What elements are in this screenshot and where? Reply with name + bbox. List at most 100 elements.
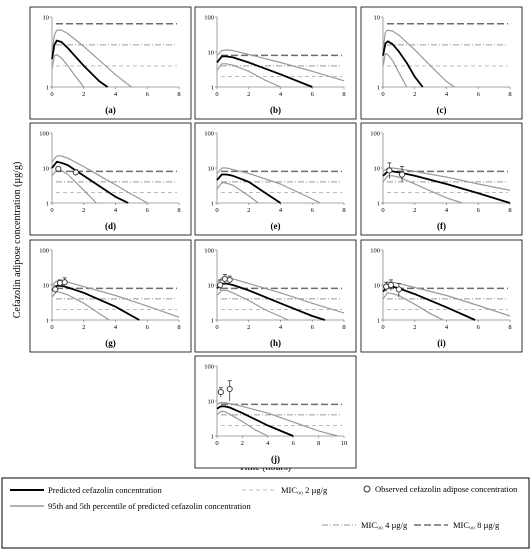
x-tick-label-j-6: 6 bbox=[292, 440, 296, 447]
chart-panel-b: 0 2 4 6 8 1 10 100 (b) bbox=[194, 6, 357, 120]
x-tick-label-c-4: 4 bbox=[445, 91, 449, 98]
y-tick-label-f-10: 10 bbox=[374, 165, 381, 172]
y-tick-label-d-1: 1 bbox=[46, 200, 49, 207]
chart-panel-a: 0 2 4 6 8 1 10 (a) bbox=[29, 6, 192, 120]
series-lower-f bbox=[382, 175, 463, 204]
x-tick-label-f-6: 6 bbox=[477, 207, 481, 214]
x-tick-label-b-2: 2 bbox=[247, 91, 250, 98]
series-median-e bbox=[216, 173, 281, 204]
series-upper-d bbox=[51, 155, 148, 204]
panel-frame-d bbox=[29, 122, 192, 236]
y-tick-label-j-10: 10 bbox=[208, 398, 215, 405]
x-tick-label-e-4: 4 bbox=[279, 207, 283, 214]
y-tick-label-i-10: 10 bbox=[374, 282, 381, 289]
chart-panel-f: 0 2 4 6 8 1 10 100 (f) bbox=[360, 122, 523, 236]
figure-ylabel: Cefazolin adipose concentration (µg/g) bbox=[12, 162, 23, 319]
x-tick-label-h-6: 6 bbox=[311, 324, 315, 331]
series-lower-c bbox=[382, 52, 408, 88]
chart-panel-h: 0 2 4 6 8 1 10 100 (h) bbox=[194, 239, 357, 353]
series-lower-b bbox=[216, 63, 281, 88]
y-tick-label-e-100: 100 bbox=[204, 130, 214, 137]
y-tick-label-b-1: 1 bbox=[211, 84, 214, 91]
x-tick-label-a-4: 4 bbox=[114, 91, 118, 98]
y-tick-label-g-10: 10 bbox=[43, 282, 50, 289]
x-tick-label-j-0: 0 bbox=[215, 440, 218, 447]
y-tick-label-e-1: 1 bbox=[211, 200, 214, 207]
y-tick-label-a-1: 1 bbox=[46, 84, 49, 91]
y-tick-label-f-1: 1 bbox=[377, 200, 380, 207]
chart-panel-e: 0 2 4 6 8 1 10 100 (e) bbox=[194, 122, 357, 236]
y-tick-label-h-10: 10 bbox=[208, 282, 215, 289]
x-tick-label-e-2: 2 bbox=[247, 207, 250, 214]
x-tick-label-c-8: 8 bbox=[508, 91, 511, 98]
series-upper-a bbox=[51, 29, 132, 88]
y-tick-label-g-1: 1 bbox=[46, 317, 49, 324]
y-tick-label-h-1: 1 bbox=[211, 317, 214, 324]
x-tick-label-b-6: 6 bbox=[311, 91, 315, 98]
x-tick-label-h-0: 0 bbox=[215, 324, 218, 331]
panel-label-g: (g) bbox=[105, 338, 116, 348]
y-tick-label-j-100: 100 bbox=[204, 363, 214, 370]
series-median-j bbox=[216, 405, 294, 437]
panel-frame-i bbox=[360, 239, 523, 353]
x-tick-label-f-2: 2 bbox=[413, 207, 416, 214]
legend-observed-label: Observed cefazolin adipose concentration bbox=[375, 484, 518, 494]
series-median-a bbox=[51, 39, 109, 88]
y-tick-label-g-100: 100 bbox=[39, 247, 49, 254]
y-tick-label-b-100: 100 bbox=[204, 14, 214, 21]
x-tick-label-i-6: 6 bbox=[477, 324, 481, 331]
panel-label-a: (a) bbox=[105, 105, 116, 115]
observed-point-f-0 bbox=[386, 167, 393, 174]
panel-frame-a bbox=[29, 6, 192, 120]
x-tick-label-j-2: 2 bbox=[241, 440, 244, 447]
x-tick-label-g-6: 6 bbox=[146, 324, 150, 331]
x-tick-label-h-4: 4 bbox=[279, 324, 283, 331]
panel-frame-e bbox=[194, 122, 357, 236]
legend-predicted-label: Predicted cefazolin concentration bbox=[48, 485, 162, 495]
y-tick-label-d-10: 10 bbox=[43, 165, 50, 172]
legend: Predicted cefazolin concentration MIC₉₀ … bbox=[1, 477, 530, 549]
panel-label-j: (j) bbox=[271, 454, 280, 464]
series-lower-h bbox=[216, 289, 289, 321]
observed-point-f-1 bbox=[398, 171, 406, 178]
series-upper-c bbox=[382, 29, 455, 88]
panel-frame-h bbox=[194, 239, 357, 353]
y-tick-label-h-100: 100 bbox=[204, 247, 214, 254]
observed-point-g-0 bbox=[52, 286, 59, 293]
x-tick-label-b-0: 0 bbox=[215, 91, 218, 98]
series-median-b bbox=[216, 55, 313, 88]
chart-panel-g: 0 2 4 6 8 1 10 100 (g) bbox=[29, 239, 192, 353]
x-tick-label-g-2: 2 bbox=[82, 324, 85, 331]
series-lower-j bbox=[216, 410, 269, 437]
y-tick-label-i-1: 1 bbox=[377, 317, 380, 324]
y-tick-label-a-10: 10 bbox=[43, 14, 50, 21]
x-tick-label-e-6: 6 bbox=[311, 207, 315, 214]
x-tick-label-e-0: 0 bbox=[215, 207, 218, 214]
x-tick-label-h-8: 8 bbox=[342, 324, 345, 331]
series-upper-j bbox=[216, 402, 338, 437]
series-upper-i bbox=[382, 281, 511, 317]
x-tick-label-d-8: 8 bbox=[177, 207, 180, 214]
x-tick-label-a-8: 8 bbox=[177, 91, 180, 98]
chart-panel-i: 0 2 4 6 8 1 10 100 (i) bbox=[360, 239, 523, 353]
x-tick-label-j-4: 4 bbox=[266, 440, 270, 447]
panel-label-c: (c) bbox=[437, 105, 447, 115]
x-tick-label-d-6: 6 bbox=[146, 207, 150, 214]
x-tick-label-j-8: 8 bbox=[317, 440, 320, 447]
panel-frame-j bbox=[194, 355, 357, 469]
x-tick-label-b-4: 4 bbox=[279, 91, 283, 98]
y-tick-label-b-10: 10 bbox=[208, 49, 215, 56]
x-tick-label-f-0: 0 bbox=[381, 207, 384, 214]
panel-frame-f bbox=[360, 122, 523, 236]
y-tick-label-c-10: 10 bbox=[374, 14, 381, 21]
panel-label-e: (e) bbox=[271, 221, 281, 231]
legend-observed-marker bbox=[363, 485, 371, 493]
series-upper-e bbox=[216, 167, 321, 204]
panel-label-b: (b) bbox=[270, 105, 281, 115]
chart-panel-c: 0 2 4 6 8 1 10 (c) bbox=[360, 6, 523, 120]
x-tick-label-b-8: 8 bbox=[342, 91, 345, 98]
series-lower-e bbox=[216, 182, 259, 204]
panel-frame-b bbox=[194, 6, 357, 120]
panel-label-h: (h) bbox=[270, 338, 281, 348]
